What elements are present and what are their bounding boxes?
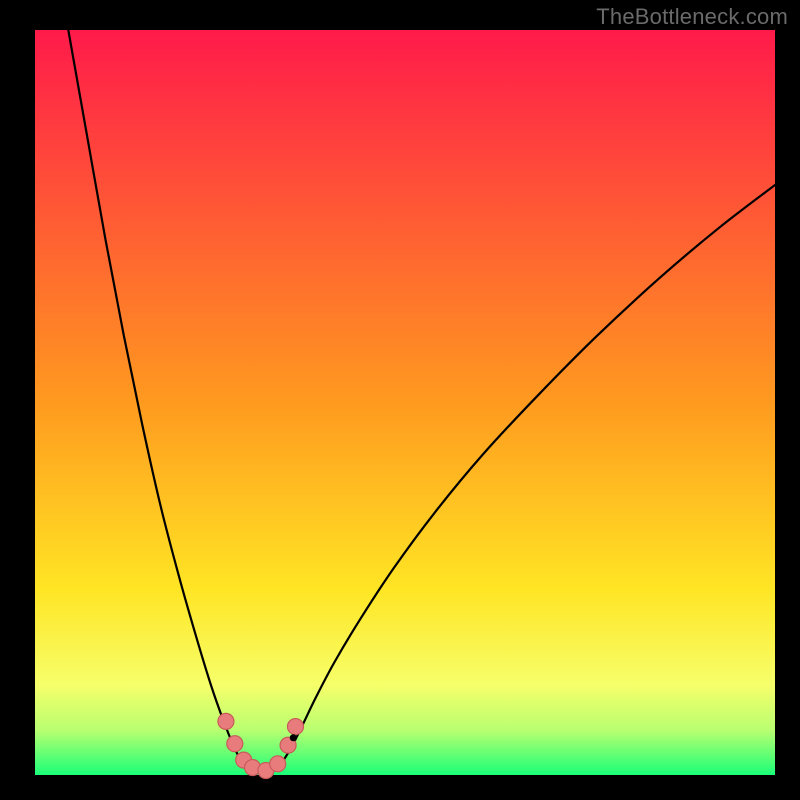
valley-marker [270, 756, 286, 772]
curve-segment [68, 30, 775, 772]
valley-marker [218, 713, 234, 729]
valley-marker [227, 736, 243, 752]
valley-marker [287, 719, 303, 735]
curve-overlay [0, 0, 800, 800]
watermark: TheBottleneck.com [596, 4, 788, 30]
valley-black-dot [290, 734, 297, 741]
